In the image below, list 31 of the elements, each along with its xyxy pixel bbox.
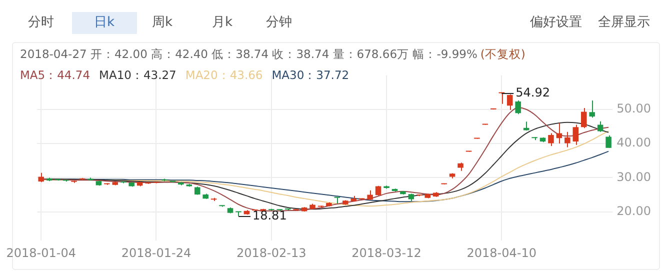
annotation: 54.92 bbox=[516, 86, 550, 100]
candlestick bbox=[350, 195, 356, 202]
text: MA30：37.72 bbox=[272, 68, 350, 82]
text: 全屏显示 bbox=[597, 14, 651, 32]
text: 分钟 bbox=[265, 14, 293, 32]
x-tick-label: 2018-02-13 bbox=[236, 246, 306, 260]
candlestick bbox=[186, 183, 192, 188]
y-tick-label: 30.00 bbox=[616, 170, 652, 184]
text: 分时 bbox=[27, 14, 55, 32]
y-tick-label: 20.00 bbox=[616, 204, 652, 218]
text: 周k bbox=[151, 14, 174, 32]
text: MA20：43.66 bbox=[185, 68, 263, 82]
text: 偏好设置 bbox=[529, 14, 583, 32]
text: (不复权) bbox=[480, 47, 526, 61]
x-tick-label: 2018-01-24 bbox=[121, 246, 192, 260]
candlestick bbox=[88, 177, 94, 181]
y-tick-label: 50.00 bbox=[616, 102, 652, 116]
text: MA10：43.27 bbox=[99, 68, 176, 82]
candlestick bbox=[310, 203, 316, 210]
annotation: 18.81 bbox=[252, 208, 287, 223]
candlestick bbox=[236, 211, 242, 216]
text: 日k bbox=[72, 12, 137, 34]
text: 月k bbox=[211, 14, 234, 32]
text: MA5：44.74 bbox=[20, 68, 90, 82]
y-tick-label: 40.00 bbox=[616, 136, 652, 150]
x-tick-label: 2018-01-04 bbox=[6, 246, 76, 260]
candlestick bbox=[128, 182, 134, 188]
candlestick bbox=[38, 172, 44, 183]
x-tick-label: 2018-03-12 bbox=[352, 246, 422, 260]
x-tick-label: 2018-04-10 bbox=[466, 246, 537, 260]
text: 2018-04-27 开：42.00 高：42.40 低：38.74 收：38.74 量：678.66万 幅：-9.99% bbox=[20, 47, 478, 61]
